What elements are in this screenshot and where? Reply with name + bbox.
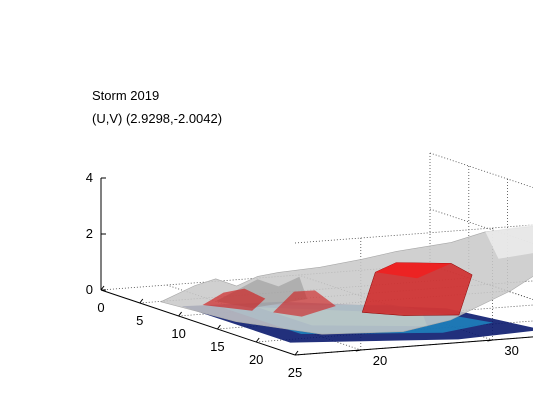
x-tick-mark: [216, 324, 221, 330]
x-tick-mark: [255, 337, 260, 343]
chart-subtitle: (U,V) (2.9298,-2.0042): [92, 111, 223, 126]
grid-line: [429, 264, 533, 300]
outer-isosurface-highlight: [485, 224, 533, 259]
x-tick-mark: [294, 350, 299, 356]
x-tick-label: 0: [97, 300, 104, 315]
y-tick-label: 30: [504, 343, 518, 358]
inner-isosurface-main: [361, 262, 473, 316]
isosurface-group: [159, 224, 533, 343]
x-tick-mark: [178, 311, 183, 317]
grid-line: [429, 152, 533, 188]
x-axis-line: [100, 289, 296, 356]
x-tick-label: 20: [249, 352, 263, 367]
x-tick-mark: [100, 285, 105, 291]
inner-isosurface-small-1: [202, 288, 266, 311]
inner-isosurface-small-2: [273, 290, 336, 317]
x-tick-label: 15: [210, 339, 224, 354]
x-tick-label: 10: [171, 326, 185, 341]
x-tick-mark: [139, 298, 144, 304]
grid-line: [100, 264, 431, 291]
y-tick-mark: [355, 349, 361, 352]
grid-line: [294, 224, 533, 244]
y-tick-mark: [487, 339, 493, 342]
x-tick-label: 25: [288, 365, 302, 380]
y-axis-line: [294, 336, 533, 356]
inner-isosurface-top: [375, 262, 452, 279]
z-tick-label: 4: [86, 170, 93, 185]
tick-group: 0510152025203040024: [86, 170, 519, 380]
x-tick-label: 5: [136, 313, 143, 328]
chart-title: Storm 2019: [92, 88, 160, 103]
y-tick-label: 20: [373, 353, 387, 368]
z-tick-label: 2: [86, 226, 93, 241]
z-tick-label: 0: [86, 282, 93, 297]
